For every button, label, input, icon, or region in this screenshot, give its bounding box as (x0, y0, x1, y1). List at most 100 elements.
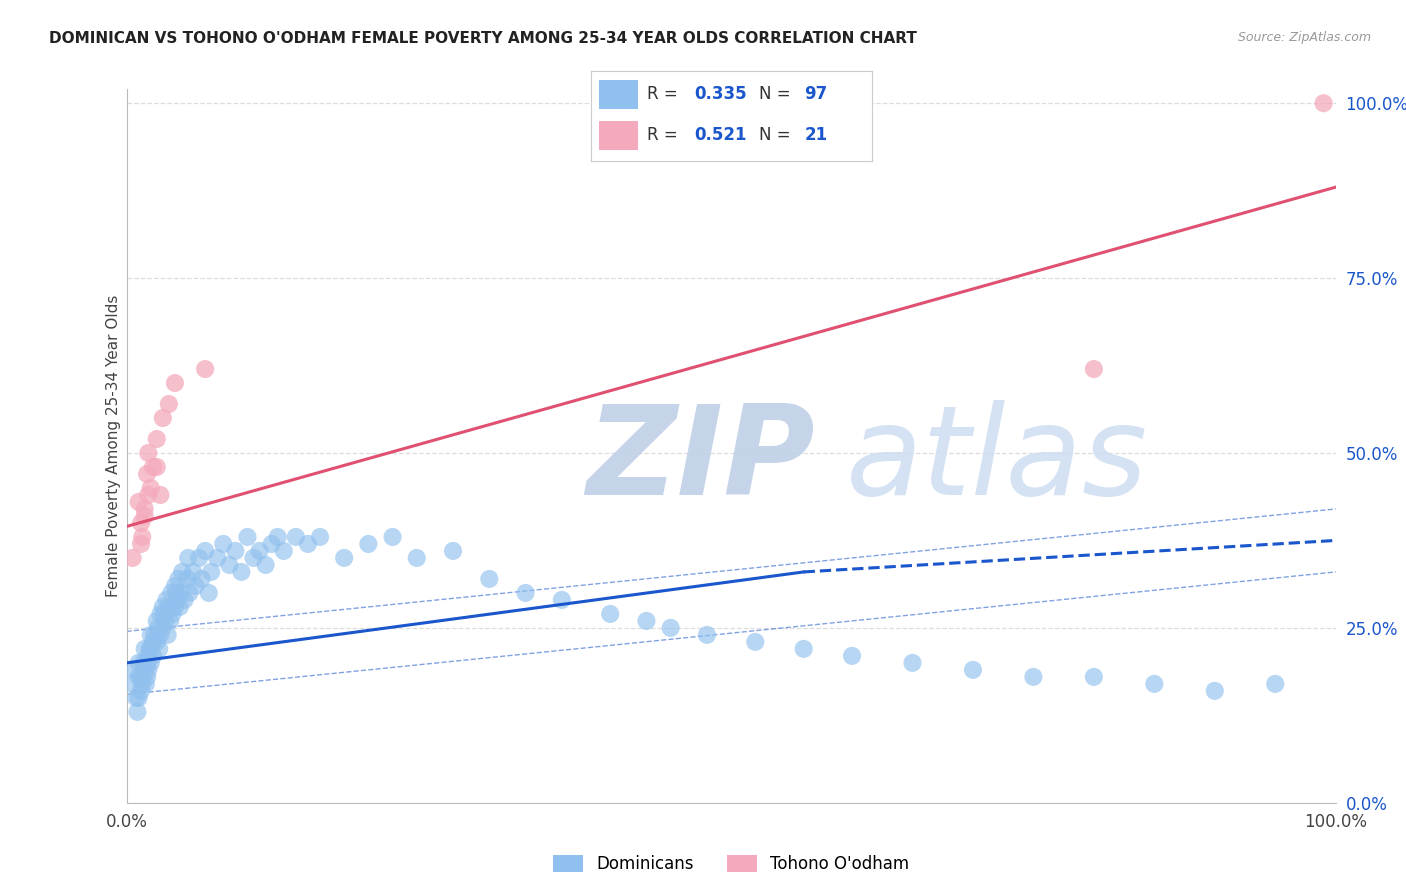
Point (177, 550, 200, 565)
Text: R =: R = (647, 126, 683, 145)
Point (273, 544, 295, 558)
Point (188, 550, 211, 565)
Point (1083, 362, 1105, 376)
Point (152, 411, 174, 425)
Point (136, 656, 159, 670)
Point (156, 628, 179, 642)
Point (194, 544, 217, 558)
Text: ZIP: ZIP (586, 400, 814, 521)
Point (162, 607, 184, 621)
Point (128, 690, 150, 705)
Point (309, 530, 332, 544)
Bar (599, 121, 638, 150)
Point (793, 641, 815, 656)
Point (163, 599, 186, 614)
Point (179, 586, 201, 600)
Point (205, 550, 228, 565)
Point (636, 614, 658, 628)
Point (381, 530, 404, 544)
Point (167, 572, 190, 586)
Point (249, 544, 271, 558)
Point (138, 641, 160, 656)
Point (142, 460, 165, 475)
Point (165, 586, 187, 600)
Point (184, 579, 207, 593)
Point (254, 558, 277, 572)
Point (148, 641, 170, 656)
Point (136, 670, 159, 684)
Point (124, 663, 146, 677)
Point (128, 656, 150, 670)
Point (744, 635, 766, 649)
Point (231, 565, 253, 579)
Text: 0.521: 0.521 (695, 126, 747, 145)
Text: 0.335: 0.335 (695, 85, 747, 103)
Text: Source: ZipAtlas.com: Source: ZipAtlas.com (1237, 31, 1371, 45)
Point (139, 628, 162, 642)
Point (149, 607, 172, 621)
Point (132, 656, 155, 670)
Point (224, 544, 246, 558)
Point (551, 593, 574, 607)
Point (121, 550, 143, 565)
Point (1264, 677, 1286, 691)
Point (962, 663, 984, 677)
Point (139, 641, 162, 656)
Point (146, 621, 169, 635)
Point (169, 599, 191, 614)
Point (129, 516, 152, 530)
Text: atlas: atlas (846, 400, 1149, 521)
Point (153, 607, 176, 621)
Text: 21: 21 (804, 126, 827, 145)
Point (127, 705, 149, 719)
Point (159, 614, 181, 628)
Point (129, 537, 152, 551)
Point (260, 537, 283, 551)
Legend: Dominicans, Tohono O'odham: Dominicans, Tohono O'odham (546, 848, 917, 880)
Point (160, 586, 183, 600)
Point (136, 446, 159, 460)
Point (1143, 677, 1166, 691)
Text: N =: N = (759, 85, 796, 103)
Point (405, 550, 427, 565)
Point (134, 663, 156, 677)
Point (146, 614, 169, 628)
Point (146, 432, 169, 446)
Point (163, 376, 186, 390)
Point (136, 648, 159, 663)
Bar (599, 80, 638, 109)
Point (333, 550, 356, 565)
Point (242, 550, 264, 565)
Point (134, 502, 156, 516)
Point (841, 648, 863, 663)
Point (163, 579, 186, 593)
Point (128, 495, 150, 509)
Point (190, 572, 212, 586)
Point (121, 677, 143, 691)
Point (170, 586, 193, 600)
Point (129, 684, 152, 698)
Point (149, 628, 172, 642)
Point (218, 558, 240, 572)
Text: R =: R = (647, 85, 683, 103)
Point (200, 565, 222, 579)
Point (152, 621, 174, 635)
Point (1204, 684, 1226, 698)
Point (1083, 670, 1105, 684)
Point (129, 670, 152, 684)
Point (146, 460, 169, 475)
Point (143, 628, 166, 642)
Point (284, 530, 307, 544)
Point (197, 586, 219, 600)
Point (134, 508, 156, 523)
Point (166, 593, 188, 607)
Point (149, 488, 172, 502)
Point (1312, 96, 1334, 111)
Point (135, 677, 157, 691)
Point (267, 530, 290, 544)
Point (696, 628, 718, 642)
Text: DOMINICAN VS TOHONO O'ODHAM FEMALE POVERTY AMONG 25-34 YEAR OLDS CORRELATION CHA: DOMINICAN VS TOHONO O'ODHAM FEMALE POVER… (49, 31, 917, 46)
Point (152, 599, 174, 614)
Point (176, 572, 198, 586)
Point (236, 530, 259, 544)
